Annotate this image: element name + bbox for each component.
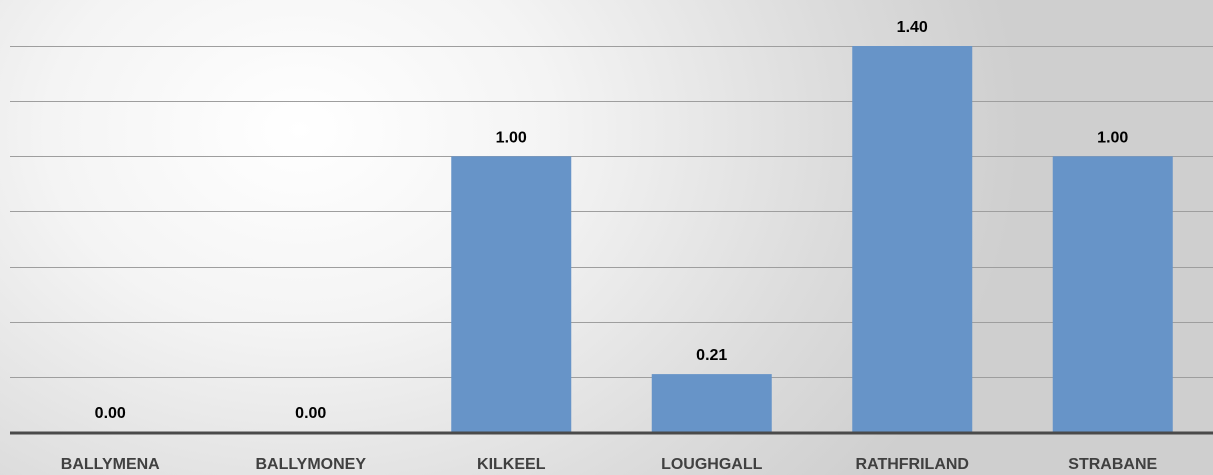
value-label-ballymoney: 0.00: [295, 405, 326, 422]
category-label-ballymoney: BALLYMONEY: [255, 456, 366, 473]
value-label-loughgall: 0.21: [696, 347, 727, 364]
value-label-strabane: 1.00: [1097, 129, 1128, 146]
value-labels: 0.00 0.00 1.00 0.21 1.40 1.00: [95, 19, 1129, 422]
bars: [451, 46, 1173, 433]
bar-strabane: [1052, 156, 1173, 433]
value-label-kilkeel: 1.00: [496, 129, 527, 146]
bar-rathfriland: [852, 46, 973, 433]
category-label-strabane: STRABANE: [1068, 456, 1157, 473]
category-label-kilkeel: KILKEEL: [477, 456, 546, 473]
value-label-rathfriland: 1.40: [897, 19, 928, 36]
value-label-ballymena: 0.00: [95, 405, 126, 422]
category-label-loughgall: LOUGHGALL: [661, 456, 763, 473]
bar-loughgall: [651, 374, 772, 432]
category-label-ballymena: BALLYMENA: [61, 456, 160, 473]
gridlines: [10, 46, 1213, 378]
bar-kilkeel: [451, 156, 572, 433]
category-label-rathfriland: RATHFRILAND: [856, 456, 969, 473]
category-labels: BALLYMENA BALLYMONEY KILKEEL LOUGHGALL RATHF…: [61, 456, 1158, 473]
